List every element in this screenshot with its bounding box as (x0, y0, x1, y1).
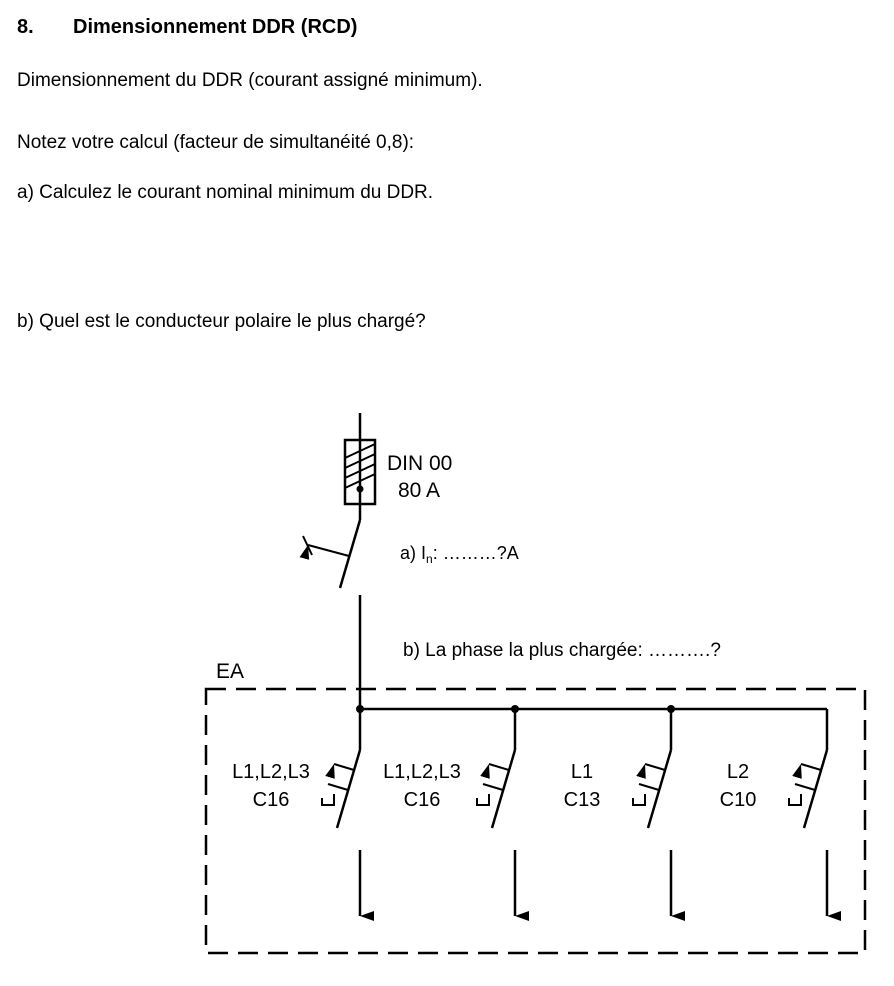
fuse-symbol (345, 440, 375, 504)
enclosure-label: EA (216, 660, 244, 683)
rcd-switch-symbol (303, 520, 360, 588)
breaker-1-phases: L1,L2,L3 (232, 761, 310, 783)
fuse-rating-label: 80 A (398, 479, 440, 502)
breaker-1-symbol (322, 709, 360, 916)
breaker-3-phases: L1 (571, 761, 593, 783)
breaker-2-phases: L1,L2,L3 (383, 761, 461, 783)
breaker-4-phases: L2 (727, 761, 749, 783)
answer-a-label: a) In: ………?A (400, 543, 519, 566)
breaker-4-rating: C10 (720, 789, 757, 811)
breaker-1-rating: C16 (253, 789, 290, 811)
breaker-3-symbol (633, 709, 671, 916)
breaker-4-symbol (789, 709, 827, 916)
answer-b-label: b) La phase la plus chargée: ……….? (403, 640, 721, 661)
ea-enclosure (206, 689, 865, 953)
breaker-2-symbol (477, 709, 515, 916)
breaker-2-rating: C16 (404, 789, 441, 811)
breaker-3-rating: C13 (564, 789, 601, 811)
fuse-type-label: DIN 00 (387, 452, 452, 475)
